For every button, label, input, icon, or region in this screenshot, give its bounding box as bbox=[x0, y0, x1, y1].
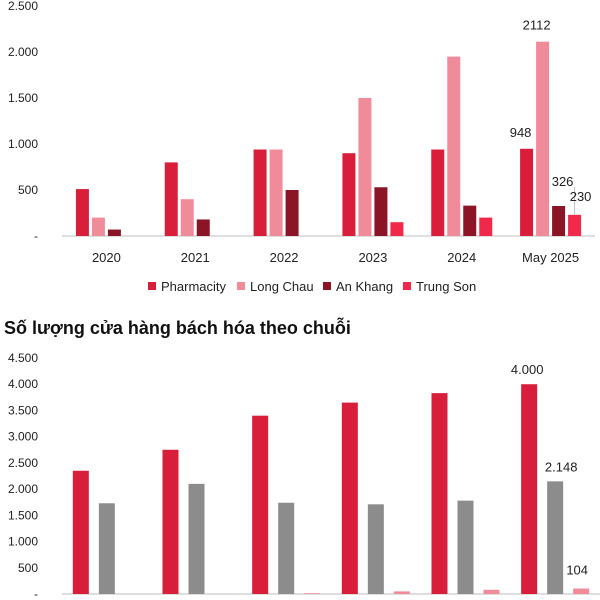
bar bbox=[342, 403, 358, 594]
pharmacy-chain-chart: - 500 1.000 1.500 2.000 2.500 2020 2021 2022 2023… bbox=[8, 0, 595, 265]
bar bbox=[390, 222, 403, 236]
data-label: 4.000 bbox=[511, 362, 544, 377]
bar bbox=[165, 162, 178, 236]
y-tick-label: 500 bbox=[18, 183, 38, 197]
x-tick-label: 2020 bbox=[92, 250, 121, 265]
x-tick-label: 2022 bbox=[270, 250, 299, 265]
y-tick-label: 3.500 bbox=[8, 403, 38, 417]
y-tick-label: - bbox=[34, 229, 38, 243]
bar bbox=[163, 450, 179, 594]
bar bbox=[368, 504, 384, 594]
legend-swatch bbox=[403, 282, 411, 290]
bar bbox=[76, 189, 89, 236]
data-label: 2112 bbox=[523, 18, 551, 33]
bar bbox=[254, 150, 267, 236]
bar bbox=[552, 206, 565, 236]
data-label: 2.148 bbox=[545, 459, 578, 474]
y-tick-label: 3.000 bbox=[8, 430, 38, 444]
grocery-chain-chart: - 500 1.000 1.500 2.000 2.500 3.000 3.500 4.000 4… bbox=[8, 351, 600, 600]
legend-label: Pharmacity bbox=[161, 279, 227, 294]
y-tick-label: 2.000 bbox=[8, 45, 38, 59]
x-tick-label: 2023 bbox=[358, 250, 387, 265]
bar bbox=[479, 218, 492, 236]
bar bbox=[447, 57, 460, 236]
bar bbox=[92, 218, 105, 236]
data-label: 230 bbox=[570, 189, 592, 204]
legend-swatch bbox=[323, 282, 331, 290]
bar bbox=[484, 590, 500, 594]
bar bbox=[286, 190, 299, 236]
bar bbox=[197, 219, 210, 236]
y-tick-label: 500 bbox=[18, 561, 38, 575]
bar bbox=[108, 230, 121, 236]
bar bbox=[278, 503, 294, 594]
bar bbox=[73, 471, 89, 594]
y-tick-label: 1.000 bbox=[8, 535, 38, 549]
y-tick-label: 4.500 bbox=[8, 351, 38, 365]
bar bbox=[520, 149, 533, 236]
bar bbox=[568, 215, 581, 236]
chart-title: Số lượng cửa hàng bách hóa theo chuỗi bbox=[4, 317, 351, 338]
y-tick-label: 2.500 bbox=[8, 0, 38, 13]
bar bbox=[431, 150, 444, 236]
x-tick-label: 2024 bbox=[447, 250, 476, 265]
y-tick-label: - bbox=[34, 587, 38, 600]
bar bbox=[252, 416, 268, 594]
legend-swatch bbox=[237, 282, 245, 290]
y-tick-label: 1.500 bbox=[8, 91, 38, 105]
bar bbox=[432, 393, 448, 594]
bar bbox=[547, 481, 563, 594]
legend-label: Trung Son bbox=[416, 279, 476, 294]
bar bbox=[573, 589, 589, 594]
y-tick-label: 2.500 bbox=[8, 456, 38, 470]
legend-swatch bbox=[148, 282, 156, 290]
bar bbox=[458, 501, 474, 594]
data-label: 104 bbox=[566, 563, 588, 578]
bar bbox=[189, 484, 205, 594]
bar bbox=[463, 206, 476, 236]
bar bbox=[374, 187, 387, 236]
bar bbox=[394, 591, 410, 594]
data-label: 326 bbox=[552, 174, 574, 189]
x-tick-label: May 2025 bbox=[522, 250, 579, 265]
bar bbox=[181, 199, 194, 236]
y-tick-label: 2.000 bbox=[8, 482, 38, 496]
bar bbox=[342, 153, 355, 236]
x-tick-label: 2021 bbox=[181, 250, 210, 265]
y-tick-label: 1.000 bbox=[8, 137, 38, 151]
bar bbox=[521, 384, 537, 594]
bar bbox=[358, 98, 371, 236]
y-tick-label: 1.500 bbox=[8, 508, 38, 522]
bar bbox=[304, 593, 320, 594]
bar bbox=[270, 150, 283, 236]
bar bbox=[99, 503, 115, 594]
legend-label: Long Chau bbox=[250, 279, 314, 294]
bar bbox=[536, 42, 549, 236]
chart-legend: Pharmacity Long Chau An Khang Trung Son bbox=[148, 279, 476, 294]
legend-label: An Khang bbox=[336, 279, 393, 294]
data-label: 948 bbox=[510, 125, 532, 140]
y-tick-label: 4.000 bbox=[8, 377, 38, 391]
